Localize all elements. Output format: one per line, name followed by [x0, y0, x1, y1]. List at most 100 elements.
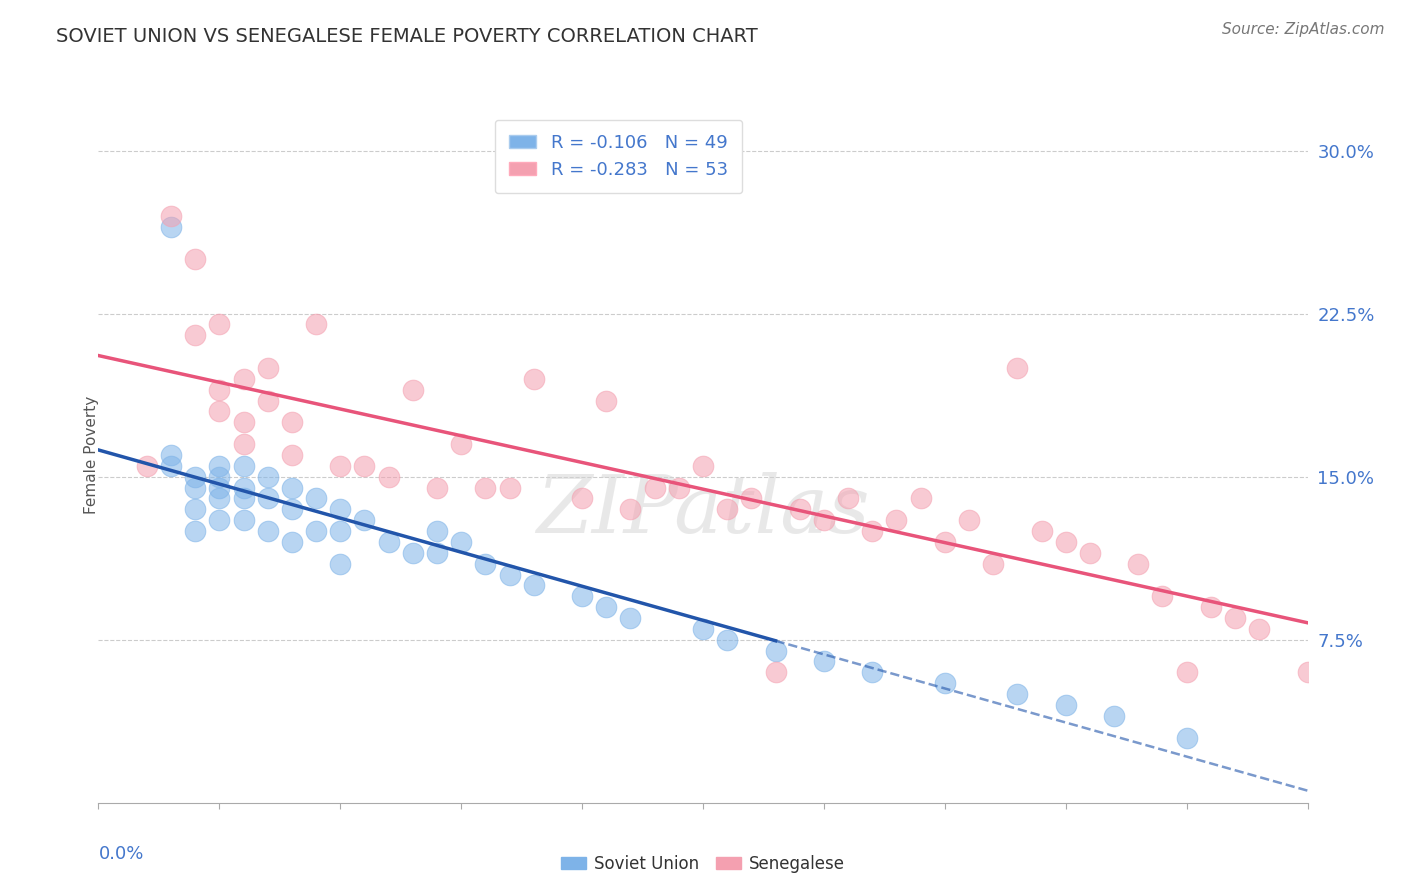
- Point: [571, 589, 593, 603]
- Point: [765, 665, 787, 680]
- Point: [886, 513, 908, 527]
- Point: [377, 469, 399, 483]
- Point: [184, 328, 207, 343]
- Text: 0.0%: 0.0%: [98, 845, 143, 863]
- Point: [498, 481, 520, 495]
- Point: [426, 524, 449, 538]
- Point: [426, 546, 449, 560]
- Point: [934, 535, 956, 549]
- Point: [208, 318, 231, 332]
- Point: [402, 546, 425, 560]
- Point: [232, 481, 254, 495]
- Point: [619, 611, 641, 625]
- Point: [523, 372, 546, 386]
- Point: [1007, 360, 1029, 375]
- Point: [1223, 611, 1246, 625]
- Legend: R = -0.106   N = 49, R = -0.283   N = 53: R = -0.106 N = 49, R = -0.283 N = 53: [495, 120, 742, 194]
- Point: [184, 524, 207, 538]
- Point: [184, 252, 207, 267]
- Point: [353, 513, 375, 527]
- Point: [981, 557, 1004, 571]
- Point: [1128, 557, 1150, 571]
- Point: [1249, 622, 1271, 636]
- Point: [692, 458, 714, 473]
- Point: [595, 600, 617, 615]
- Point: [692, 622, 714, 636]
- Point: [160, 448, 183, 462]
- Point: [281, 448, 304, 462]
- Point: [256, 360, 278, 375]
- Point: [813, 513, 835, 527]
- Point: [474, 481, 496, 495]
- Point: [232, 372, 254, 386]
- Point: [474, 557, 496, 571]
- Point: [716, 632, 738, 647]
- Point: [860, 524, 883, 538]
- Point: [619, 502, 641, 516]
- Point: [256, 491, 278, 506]
- Point: [353, 458, 375, 473]
- Point: [450, 535, 472, 549]
- Point: [184, 469, 207, 483]
- Point: [232, 415, 254, 429]
- Point: [668, 481, 690, 495]
- Point: [184, 481, 207, 495]
- Point: [232, 513, 254, 527]
- Point: [571, 491, 593, 506]
- Point: [232, 437, 254, 451]
- Point: [281, 502, 304, 516]
- Point: [813, 655, 835, 669]
- Point: [740, 491, 762, 506]
- Point: [450, 437, 472, 451]
- Point: [523, 578, 546, 592]
- Point: [329, 458, 352, 473]
- Point: [208, 469, 231, 483]
- Point: [305, 318, 328, 332]
- Point: [208, 404, 231, 418]
- Point: [1078, 546, 1101, 560]
- Point: [860, 665, 883, 680]
- Point: [160, 458, 183, 473]
- Point: [160, 209, 183, 223]
- Point: [498, 567, 520, 582]
- Legend: Soviet Union, Senegalese: Soviet Union, Senegalese: [554, 848, 852, 880]
- Point: [957, 513, 980, 527]
- Point: [232, 458, 254, 473]
- Y-axis label: Female Poverty: Female Poverty: [84, 396, 98, 514]
- Point: [208, 491, 231, 506]
- Point: [160, 219, 183, 234]
- Point: [305, 524, 328, 538]
- Point: [208, 458, 231, 473]
- Point: [281, 481, 304, 495]
- Point: [305, 491, 328, 506]
- Point: [1175, 665, 1198, 680]
- Point: [329, 502, 352, 516]
- Point: [426, 481, 449, 495]
- Point: [644, 481, 666, 495]
- Point: [1031, 524, 1053, 538]
- Point: [1054, 698, 1077, 712]
- Point: [1175, 731, 1198, 745]
- Point: [329, 524, 352, 538]
- Point: [256, 524, 278, 538]
- Point: [208, 383, 231, 397]
- Point: [135, 458, 157, 473]
- Point: [837, 491, 859, 506]
- Point: [184, 502, 207, 516]
- Point: [256, 469, 278, 483]
- Point: [789, 502, 811, 516]
- Text: Source: ZipAtlas.com: Source: ZipAtlas.com: [1222, 22, 1385, 37]
- Point: [208, 481, 231, 495]
- Point: [1152, 589, 1174, 603]
- Point: [377, 535, 399, 549]
- Point: [329, 557, 352, 571]
- Point: [934, 676, 956, 690]
- Point: [595, 393, 617, 408]
- Point: [256, 393, 278, 408]
- Point: [402, 383, 425, 397]
- Point: [765, 643, 787, 657]
- Point: [1007, 687, 1029, 701]
- Point: [1296, 665, 1319, 680]
- Point: [208, 513, 231, 527]
- Point: [1199, 600, 1222, 615]
